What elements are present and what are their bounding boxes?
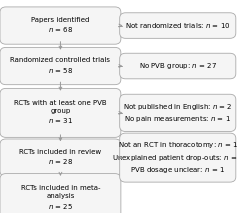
FancyBboxPatch shape — [0, 47, 121, 85]
Text: Not an RCT in thoracotomy: $n$ = 1
Unexplained patient drop-outs: $n$ = 1
PVB do: Not an RCT in thoracotomy: $n$ = 1 Unexp… — [112, 140, 237, 175]
Text: No PVB group: $n$ = 27: No PVB group: $n$ = 27 — [139, 61, 217, 71]
FancyBboxPatch shape — [120, 133, 236, 182]
Text: Randomized controlled trials
$n$ = 58: Randomized controlled trials $n$ = 58 — [10, 57, 110, 75]
FancyBboxPatch shape — [120, 13, 236, 38]
FancyBboxPatch shape — [120, 94, 236, 131]
FancyBboxPatch shape — [0, 7, 121, 44]
Text: RCTs with at least one PVB
group
$n$ = 31: RCTs with at least one PVB group $n$ = 3… — [14, 100, 107, 125]
Text: RCTs included in meta-
analysis
$n$ = 25: RCTs included in meta- analysis $n$ = 25 — [21, 186, 100, 211]
Text: Not published in English: $n$ = 2
No pain measurements: $n$ = 1: Not published in English: $n$ = 2 No pai… — [123, 102, 232, 124]
FancyBboxPatch shape — [0, 139, 121, 176]
Text: Papers identified
$n$ = 68: Papers identified $n$ = 68 — [31, 17, 90, 34]
FancyBboxPatch shape — [0, 174, 121, 213]
Text: RCTs included in review
$n$ = 28: RCTs included in review $n$ = 28 — [19, 149, 101, 166]
Text: Not randomized trials: $n$ = 10: Not randomized trials: $n$ = 10 — [125, 21, 231, 30]
FancyBboxPatch shape — [120, 53, 236, 79]
FancyBboxPatch shape — [0, 88, 121, 137]
